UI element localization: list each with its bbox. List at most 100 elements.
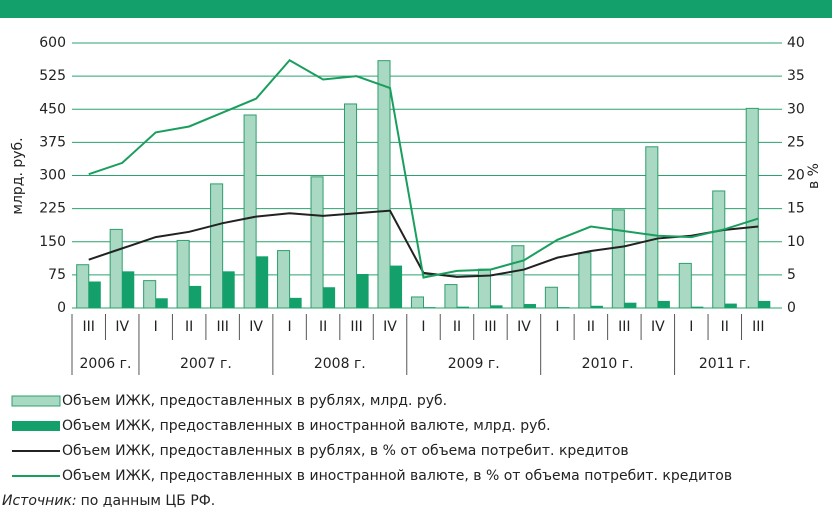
legend-swatch — [12, 421, 60, 431]
bar — [210, 183, 224, 309]
bar — [523, 304, 536, 308]
bar — [511, 245, 525, 309]
x-tick-label: IV — [517, 319, 531, 335]
bar — [377, 60, 391, 309]
bar — [109, 228, 123, 309]
bar — [712, 190, 726, 309]
bar — [758, 300, 771, 308]
bar — [88, 281, 101, 308]
bar — [323, 287, 336, 308]
x-tick-label: III — [350, 319, 362, 335]
y2-tick-label: 40 — [787, 35, 805, 51]
bar — [490, 305, 503, 308]
bar — [155, 298, 168, 308]
y2-tick-label: 10 — [787, 234, 805, 250]
bar — [557, 307, 570, 308]
x-tick-label: IV — [651, 319, 665, 335]
x-tick-label: II — [185, 319, 193, 335]
legend-label: Объем ИЖК, предоставленных в иностранной… — [62, 468, 732, 484]
bar — [189, 285, 202, 308]
bar — [289, 297, 302, 308]
y-tick-label: 525 — [39, 68, 66, 84]
bar — [277, 250, 291, 309]
bar — [310, 176, 324, 309]
y2-tick-label: 35 — [787, 68, 805, 84]
y-tick-label: 600 — [39, 35, 66, 51]
y-tick-label: 450 — [39, 101, 66, 117]
line — [88, 58, 759, 279]
bar — [256, 256, 269, 308]
x-tick-label: II — [319, 319, 327, 335]
bar — [410, 296, 425, 309]
bar — [590, 305, 603, 308]
x-tick-label: III — [618, 319, 630, 335]
x-tick-label: I — [555, 319, 559, 335]
top-band — [0, 0, 832, 18]
bar — [356, 273, 369, 308]
legend-label: Объем ИЖК, предоставленных в рублях, в %… — [62, 443, 629, 459]
group-label: 2011 г. — [699, 356, 751, 372]
bar — [143, 280, 157, 309]
bar — [678, 262, 692, 309]
y-tick-label: 300 — [39, 168, 66, 184]
legend-swatch — [11, 395, 61, 407]
bar — [645, 146, 659, 309]
bar — [122, 271, 135, 308]
y-tick-label: 225 — [39, 201, 66, 217]
source: Источник: по данным ЦБ РФ. — [2, 493, 215, 509]
y2-tick-label: 0 — [787, 300, 796, 316]
bar — [724, 303, 737, 308]
y2-tick-label: 15 — [787, 201, 805, 217]
bar — [657, 300, 670, 308]
bar — [76, 264, 90, 309]
legend-label: Объем ИЖК, предоставленных в рублях, млр… — [62, 393, 447, 409]
x-tick-label: III — [83, 319, 95, 335]
source-text: по данным ЦБ РФ. — [81, 493, 216, 509]
x-tick-label: I — [689, 319, 693, 335]
x-tick-label: II — [453, 319, 461, 335]
y-tick-label: 0 — [57, 300, 66, 316]
x-tick-label: I — [421, 319, 425, 335]
y2-tick-label: 25 — [787, 134, 805, 150]
group-label: 2007 г. — [180, 356, 232, 372]
bar — [222, 271, 235, 308]
y-tick-label: 75 — [48, 267, 66, 283]
y-tick-label: 150 — [39, 234, 66, 250]
bar — [390, 265, 403, 308]
bar — [611, 209, 625, 309]
y-axis-label: млрд. руб. — [10, 137, 26, 214]
source-label: Источник: — [2, 493, 77, 509]
y2-tick-label: 30 — [787, 101, 805, 117]
y2-tick-label: 5 — [787, 267, 796, 283]
x-tick-label: III — [484, 319, 496, 335]
bar — [456, 306, 470, 308]
x-tick-label: II — [721, 319, 729, 335]
bar — [176, 239, 190, 309]
y-tick-label: 375 — [39, 134, 66, 150]
x-tick-label: III — [216, 319, 228, 335]
legend-label: Объем ИЖК, предоставленных в иностранной… — [62, 418, 551, 434]
x-tick-label: IV — [115, 319, 129, 335]
x-tick-label: I — [288, 319, 292, 335]
bar — [624, 302, 637, 308]
group-label: 2008 г. — [314, 356, 366, 372]
y2-axis-label: в % — [806, 163, 822, 189]
x-tick-label: IV — [249, 319, 263, 335]
x-tick-label: IV — [383, 319, 397, 335]
bar — [544, 286, 558, 309]
x-tick-label: III — [752, 319, 764, 335]
group-label: 2006 г. — [80, 356, 132, 372]
bar — [423, 307, 436, 308]
bar — [691, 306, 704, 308]
group-label: 2009 г. — [448, 356, 500, 372]
group-label: 2010 г. — [582, 356, 634, 372]
bar — [243, 114, 257, 309]
bar — [578, 252, 592, 309]
x-tick-label: I — [154, 319, 158, 335]
y2-tick-label: 20 — [787, 168, 805, 184]
bar — [343, 103, 358, 309]
bar — [444, 284, 458, 309]
bar — [745, 107, 759, 309]
x-tick-label: II — [587, 319, 595, 335]
